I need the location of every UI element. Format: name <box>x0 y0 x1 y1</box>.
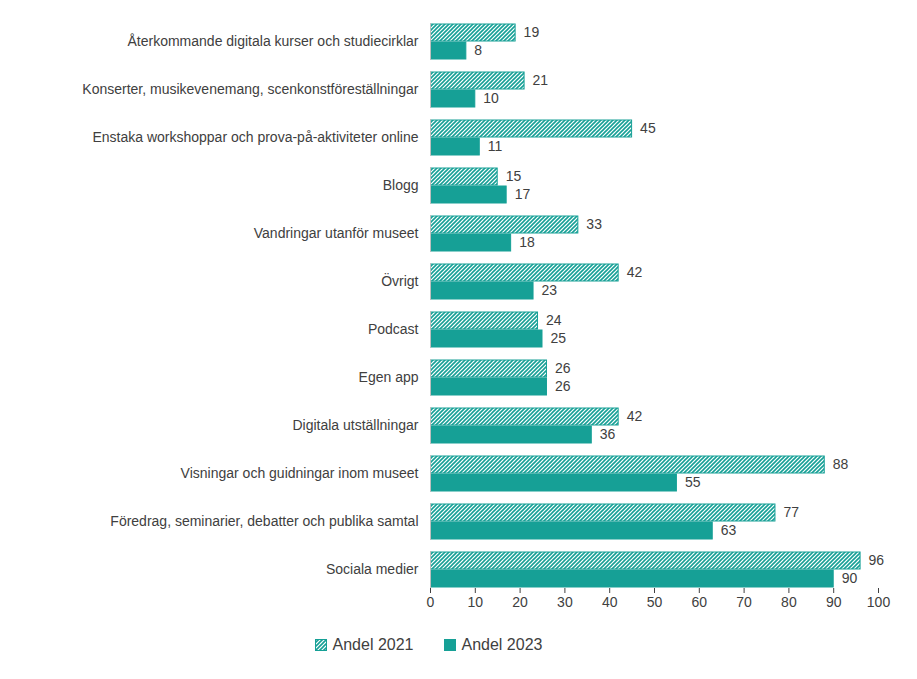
svg-text:50: 50 <box>647 594 663 610</box>
svg-text:100: 100 <box>867 594 891 610</box>
svg-text:30: 30 <box>557 594 573 610</box>
svg-text:10: 10 <box>483 90 499 106</box>
svg-text:70: 70 <box>736 594 752 610</box>
svg-text:63: 63 <box>721 522 737 538</box>
svg-text:Digitala utställningar: Digitala utställningar <box>292 417 418 433</box>
svg-text:80: 80 <box>781 594 797 610</box>
svg-text:26: 26 <box>555 360 571 376</box>
svg-text:Blogg: Blogg <box>383 177 419 193</box>
svg-text:40: 40 <box>602 594 618 610</box>
svg-text:0: 0 <box>427 594 435 610</box>
svg-text:Egen app: Egen app <box>359 369 419 385</box>
svg-text:55: 55 <box>685 474 701 490</box>
svg-text:24: 24 <box>546 312 562 328</box>
svg-text:Enstaka workshoppar och prova-: Enstaka workshoppar och prova-på-aktivit… <box>92 129 418 145</box>
svg-text:23: 23 <box>542 282 558 298</box>
svg-text:Visningar och guidningar inom: Visningar och guidningar inom museet <box>181 465 419 481</box>
svg-text:Podcast: Podcast <box>368 321 419 337</box>
svg-text:19: 19 <box>524 24 540 40</box>
svg-text:25: 25 <box>551 330 567 346</box>
svg-text:45: 45 <box>640 120 656 136</box>
svg-text:20: 20 <box>512 594 528 610</box>
svg-text:15: 15 <box>506 168 522 184</box>
svg-text:88: 88 <box>833 456 849 472</box>
svg-text:21: 21 <box>533 72 549 88</box>
svg-text:26: 26 <box>555 378 571 394</box>
svg-text:90: 90 <box>826 594 842 610</box>
svg-text:36: 36 <box>600 426 616 442</box>
svg-text:Konserter, musikevenemang, sce: Konserter, musikevenemang, scenkonstföre… <box>82 81 419 97</box>
svg-text:18: 18 <box>519 234 535 250</box>
svg-text:96: 96 <box>869 552 885 568</box>
svg-text:33: 33 <box>586 216 602 232</box>
svg-text:8: 8 <box>474 42 482 58</box>
svg-text:Vandringar utanför museet: Vandringar utanför museet <box>254 225 419 241</box>
svg-text:Övrigt: Övrigt <box>381 272 418 289</box>
svg-text:42: 42 <box>627 408 643 424</box>
svg-text:11: 11 <box>488 138 503 154</box>
html-text:Andel 2021: Andel 2021 <box>332 636 414 653</box>
svg-text:17: 17 <box>515 186 531 202</box>
html-text:Andel 2023: Andel 2023 <box>461 636 543 653</box>
svg-text:Återkommande digitala kurser o: Återkommande digitala kurser och studiec… <box>127 33 418 49</box>
svg-text:77: 77 <box>783 504 799 520</box>
svg-text:42: 42 <box>627 264 643 280</box>
svg-text:60: 60 <box>692 594 708 610</box>
svg-text:Sociala medier: Sociala medier <box>326 561 419 577</box>
svg-text:Föredrag, seminarier, debatter: Föredrag, seminarier, debatter och publi… <box>110 513 418 529</box>
svg-text:90: 90 <box>842 570 858 586</box>
svg-text:10: 10 <box>468 594 484 610</box>
